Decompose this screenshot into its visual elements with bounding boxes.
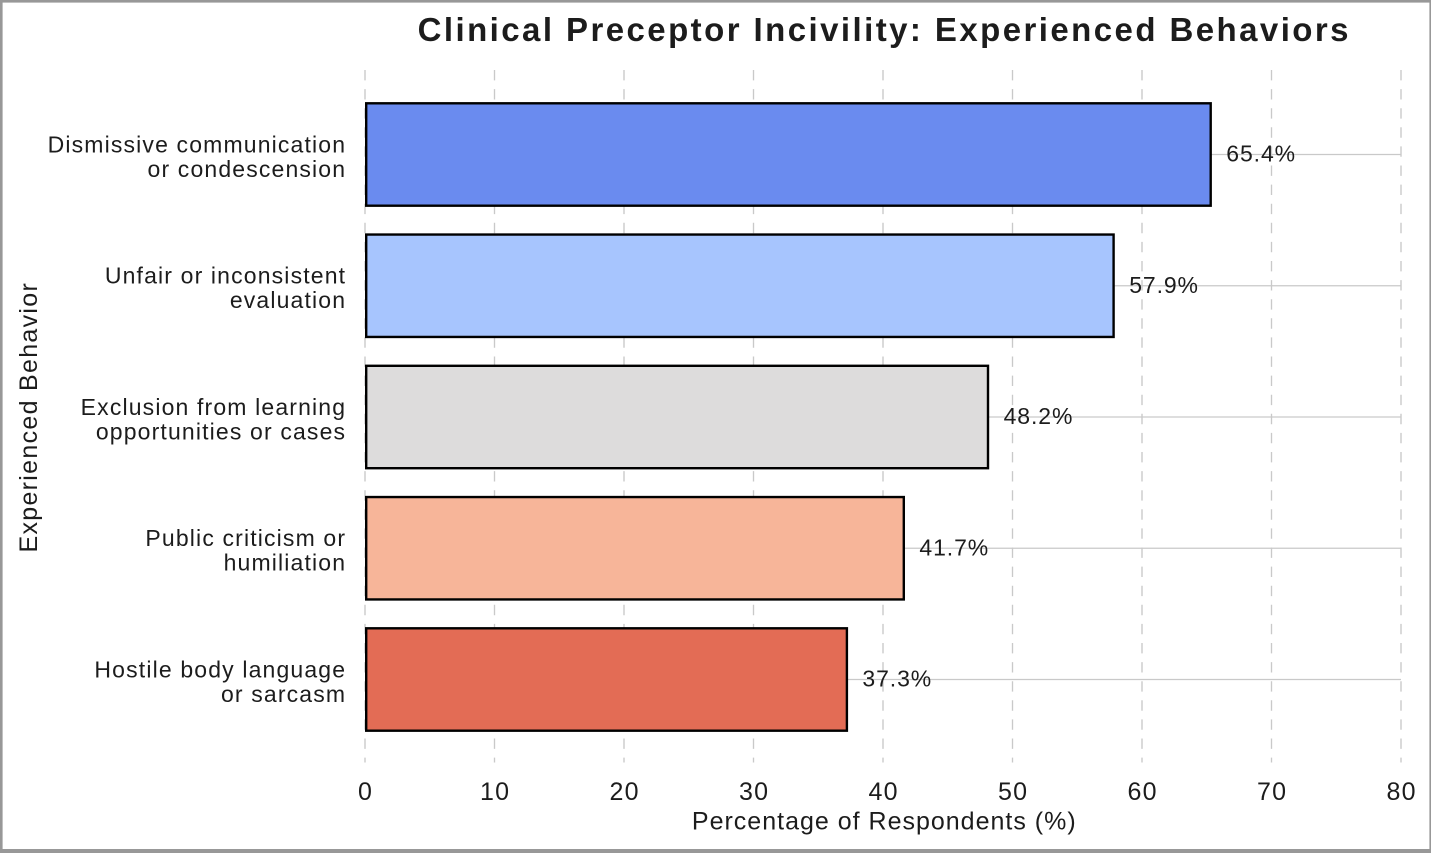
- svg-text:humiliation: humiliation: [224, 550, 347, 576]
- svg-text:20: 20: [609, 778, 639, 806]
- svg-text:80: 80: [1386, 778, 1416, 806]
- svg-text:70: 70: [1257, 778, 1287, 806]
- svg-text:37.3%: 37.3%: [862, 666, 932, 692]
- svg-text:40: 40: [868, 778, 898, 806]
- svg-text:48.2%: 48.2%: [1004, 403, 1074, 429]
- svg-text:65.4%: 65.4%: [1226, 141, 1296, 167]
- svg-text:0: 0: [358, 778, 373, 806]
- svg-text:Experienced Behavior: Experienced Behavior: [15, 282, 43, 553]
- svg-text:Clinical Preceptor Incivility:: Clinical Preceptor Incivility: Experienc…: [418, 11, 1351, 48]
- svg-text:Public criticism or: Public criticism or: [145, 525, 346, 551]
- svg-text:evaluation: evaluation: [230, 287, 346, 313]
- svg-text:or condescension: or condescension: [148, 156, 347, 182]
- svg-text:10: 10: [480, 778, 510, 806]
- svg-text:60: 60: [1127, 778, 1157, 806]
- svg-text:or sarcasm: or sarcasm: [221, 681, 346, 707]
- svg-text:Percentage of Respondents (%): Percentage of Respondents (%): [692, 808, 1077, 836]
- svg-text:41.7%: 41.7%: [919, 534, 989, 560]
- svg-text:Hostile body language: Hostile body language: [94, 656, 346, 682]
- svg-text:50: 50: [998, 778, 1028, 806]
- svg-text:Unfair or inconsistent: Unfair or inconsistent: [105, 263, 346, 289]
- svg-text:57.9%: 57.9%: [1129, 272, 1199, 298]
- svg-text:Exclusion from learning: Exclusion from learning: [81, 394, 347, 420]
- svg-text:Dismissive communication: Dismissive communication: [48, 131, 347, 157]
- svg-text:opportunities or cases: opportunities or cases: [96, 418, 346, 444]
- svg-text:30: 30: [739, 778, 769, 806]
